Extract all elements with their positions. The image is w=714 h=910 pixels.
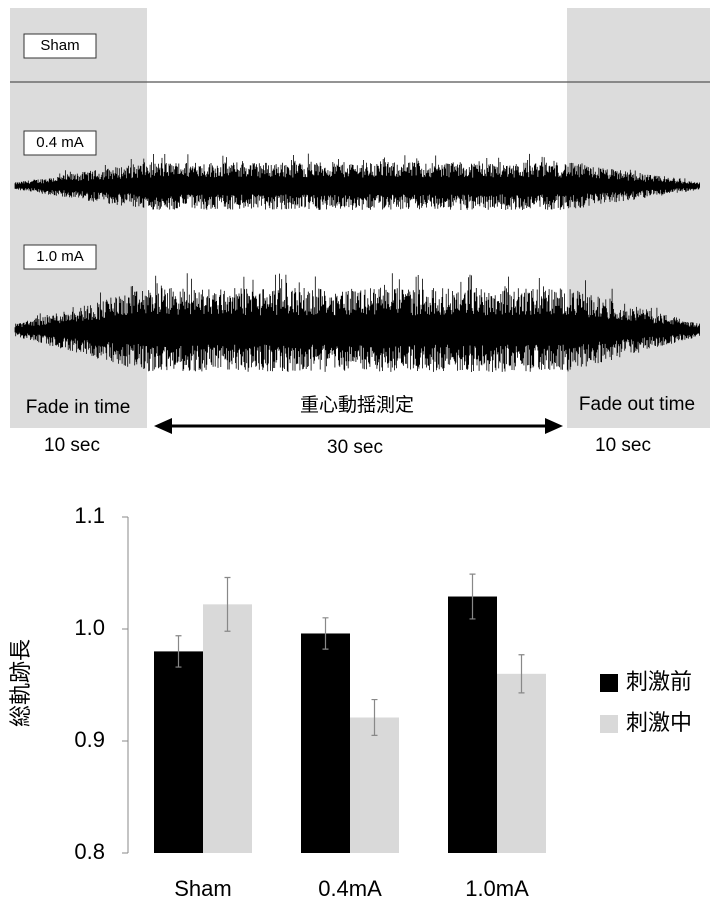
condition-label: Sham (40, 37, 79, 54)
condition-label: 1.0 mA (36, 248, 84, 265)
error-bar (518, 654, 525, 694)
label-box (23, 244, 97, 270)
condition-label-box: 1.0 mA (23, 244, 97, 270)
x-tick-label: 1.0mA (465, 876, 529, 901)
legend-swatch (600, 674, 618, 692)
condition-label-box: 0.4 mA (23, 130, 97, 156)
y-tick-label: 1.0 (74, 615, 105, 640)
duration-label: 30 sec (327, 437, 383, 458)
fade-out-band (567, 8, 710, 428)
x-tick-label: 0.4mA (318, 876, 382, 901)
condition-label: 0.4 mA (36, 134, 84, 151)
bar (203, 604, 252, 853)
phase-label: Fade in time (26, 397, 131, 418)
condition-label-box: Sham (23, 33, 97, 59)
fade-in-band (10, 8, 147, 428)
legend-swatch (600, 715, 618, 733)
y-tick-label: 0.8 (74, 839, 105, 864)
bar (301, 633, 350, 853)
bar (497, 673, 546, 853)
x-tick-label: Sham (174, 876, 231, 901)
label-box (23, 130, 97, 156)
y-axis-label: 総軌跡長 (8, 639, 33, 727)
y-tick-label: 1.1 (74, 503, 105, 528)
bar (154, 651, 203, 853)
bar (350, 717, 399, 853)
error-bar (322, 617, 329, 650)
bar (448, 596, 497, 853)
error-bar (175, 635, 182, 668)
legend-label: 刺激中 (626, 710, 692, 735)
error-bar (224, 576, 231, 632)
legend-label: 刺激前 (626, 669, 692, 694)
phase-label: Fade out time (579, 394, 695, 415)
waveform (14, 273, 700, 372)
y-tick-label: 0.9 (74, 727, 105, 752)
phase-label: 重心動揺測定 (300, 394, 414, 416)
duration-label: 10 sec (595, 435, 651, 456)
label-box (23, 33, 97, 59)
duration-label: 10 sec (44, 435, 100, 456)
error-bar (469, 573, 476, 620)
error-bar (371, 698, 378, 736)
waveform (14, 153, 700, 210)
